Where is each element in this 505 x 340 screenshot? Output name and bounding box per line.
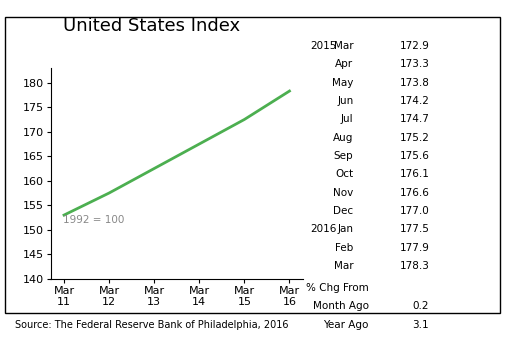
Text: Aug: Aug: [333, 133, 354, 143]
Text: 177.5: 177.5: [399, 224, 429, 235]
Text: United States Index: United States Index: [63, 17, 240, 35]
Text: 177.0: 177.0: [399, 206, 429, 216]
Text: 2016: 2016: [311, 224, 337, 235]
Text: 175.6: 175.6: [399, 151, 429, 161]
Text: 2015: 2015: [311, 41, 337, 51]
Text: 172.9: 172.9: [399, 41, 429, 51]
Text: 175.2: 175.2: [399, 133, 429, 143]
Text: Dec: Dec: [333, 206, 354, 216]
Text: 177.9: 177.9: [399, 243, 429, 253]
Text: 1992 = 100: 1992 = 100: [63, 215, 125, 225]
Text: Jan: Jan: [337, 224, 354, 235]
Text: Oct: Oct: [335, 169, 353, 180]
Text: 3.1: 3.1: [413, 320, 429, 330]
Text: Apr: Apr: [335, 59, 353, 69]
Text: 178.3: 178.3: [399, 261, 429, 271]
Text: Sep: Sep: [334, 151, 353, 161]
Text: Feb: Feb: [335, 243, 353, 253]
Text: Mar: Mar: [334, 41, 353, 51]
Text: 173.3: 173.3: [399, 59, 429, 69]
Text: % Chg From: % Chg From: [306, 283, 368, 293]
Text: Jun: Jun: [337, 96, 354, 106]
Text: 176.1: 176.1: [399, 169, 429, 180]
Text: Nov: Nov: [333, 188, 354, 198]
Text: Month Ago: Month Ago: [313, 301, 369, 311]
Text: 174.7: 174.7: [399, 114, 429, 124]
Text: 0.2: 0.2: [413, 301, 429, 311]
Text: Source: The Federal Reserve Bank of Philadelphia, 2016: Source: The Federal Reserve Bank of Phil…: [15, 320, 289, 330]
Text: 176.6: 176.6: [399, 188, 429, 198]
Text: Mar: Mar: [334, 261, 353, 271]
Text: 173.8: 173.8: [399, 78, 429, 88]
Text: Jul: Jul: [341, 114, 353, 124]
Text: Year Ago: Year Ago: [323, 320, 369, 330]
Text: May: May: [332, 78, 354, 88]
Text: 174.2: 174.2: [399, 96, 429, 106]
